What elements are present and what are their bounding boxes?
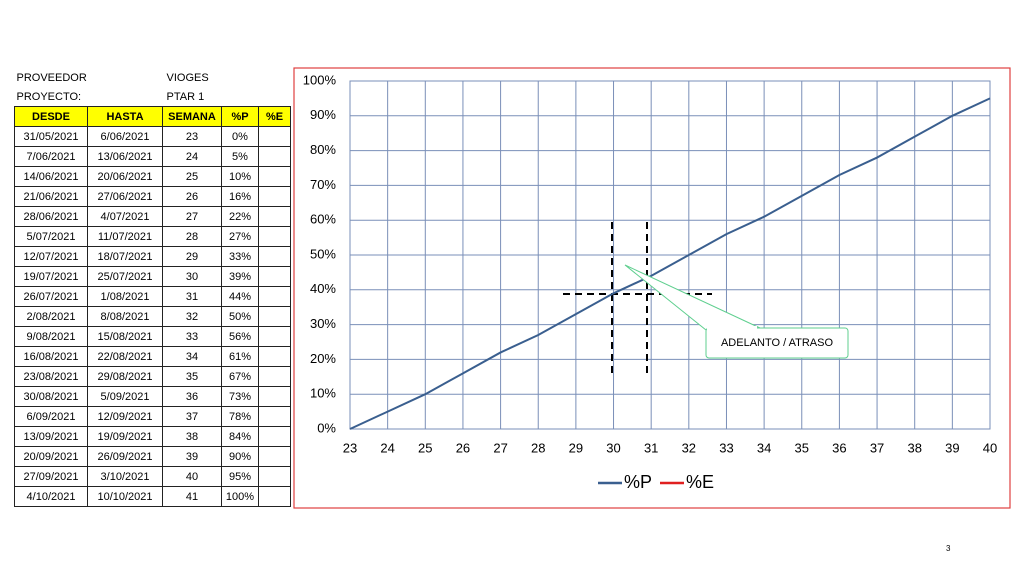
table-cell: 7/06/2021	[14, 146, 88, 167]
series-line	[349, 97, 991, 430]
table-cell: 16%	[221, 186, 259, 207]
legend-label: %P	[624, 472, 652, 492]
header-label: PROYECTO:	[16, 90, 82, 103]
header-row: PROYECTO: PTAR 1	[15, 87, 291, 107]
table-cell: 26/07/2021	[14, 286, 88, 307]
table-cell: 44%	[221, 286, 259, 307]
table-cell: 73%	[221, 386, 259, 407]
y-tick-label: 90%	[310, 107, 336, 122]
table-cell: 6/06/2021	[87, 126, 163, 147]
table-row: 6/09/2021 12/09/2021 37 78%	[14, 406, 291, 427]
table-row: 14/06/2021 20/06/2021 25 10%	[14, 166, 291, 187]
plot-frame	[349, 80, 991, 430]
y-tick-label: 0%	[317, 420, 336, 435]
table-cell: 11/07/2021	[87, 226, 163, 247]
x-tick-label: 37	[870, 440, 884, 455]
column-header: %P	[221, 106, 259, 127]
table-cell: 4/07/2021	[87, 206, 163, 227]
x-tick-label: 39	[945, 440, 959, 455]
table-cell: 26/09/2021	[87, 446, 163, 467]
header-row: PROVEEDOR VIOGES	[15, 68, 291, 87]
table-cell: 10/10/2021	[87, 486, 163, 507]
x-tick-label: 29	[569, 440, 583, 455]
table-cell: 37	[162, 406, 222, 427]
column-header: %E	[258, 106, 291, 127]
x-tick-label: 30	[606, 440, 620, 455]
x-tick-label: 23	[343, 440, 357, 455]
schedule-table: PROVEEDOR VIOGES PROYECTO: PTAR 1 DESDE HASTA…	[14, 68, 291, 507]
table-row: 4/10/2021 10/10/2021 41 100%	[14, 486, 291, 507]
y-tick-label: 80%	[310, 142, 336, 157]
table-cell: 22%	[221, 206, 259, 227]
callout-pointer	[624, 264, 761, 331]
x-tick-label: 38	[907, 440, 921, 455]
table-cell: 90%	[221, 446, 259, 467]
x-tick-label: 35	[795, 440, 809, 455]
table-cell	[258, 486, 291, 507]
y-tick-label: 70%	[310, 177, 336, 192]
x-tick-label: 27	[493, 440, 507, 455]
table-row: 21/06/2021 27/06/2021 26 16%	[14, 186, 291, 207]
callout-box	[705, 327, 849, 359]
table-cell: 4/10/2021	[14, 486, 88, 507]
x-tick-label: 26	[456, 440, 470, 455]
table-cell: 41	[162, 486, 222, 507]
x-tick-label: 40	[983, 440, 997, 455]
table-cell: 12/09/2021	[87, 406, 163, 427]
table-row: 30/08/2021 5/09/2021 36 73%	[14, 386, 291, 407]
y-tick-label: 40%	[310, 281, 336, 296]
x-tick-label: 36	[832, 440, 846, 455]
table-row: 28/06/2021 4/07/2021 27 22%	[14, 206, 291, 227]
table-cell: 19/09/2021	[87, 426, 163, 447]
column-header-row: DESDE HASTA SEMANA %P %E	[14, 106, 291, 127]
page-number: 3	[946, 544, 951, 553]
table-cell: 8/08/2021	[87, 306, 163, 327]
header-value: PTAR 1	[166, 90, 205, 103]
table-cell: 22/08/2021	[87, 346, 163, 367]
x-tick-label: 31	[644, 440, 658, 455]
table-row: 31/05/2021 6/06/2021 23 0%	[14, 126, 291, 147]
header-label: PROVEEDOR	[16, 71, 87, 84]
table-cell: 34	[162, 346, 222, 367]
table-cell: 0%	[221, 126, 259, 147]
annotation-text: ADELANTO / ATRASO	[721, 337, 834, 349]
y-tick-label: 30%	[310, 316, 336, 331]
x-tick-label: 25	[418, 440, 432, 455]
table-cell: 30/08/2021	[14, 386, 88, 407]
table-row: 2/08/2021 8/08/2021 32 50%	[14, 306, 291, 327]
table-cell: 35	[162, 366, 222, 387]
x-tick-label: 32	[682, 440, 696, 455]
chart-border	[293, 67, 1011, 509]
y-tick-label: 50%	[310, 246, 336, 261]
table-cell: 95%	[221, 466, 259, 487]
y-tick-label: 10%	[310, 386, 336, 401]
table-cell: 27	[162, 206, 222, 227]
column-header: HASTA	[87, 106, 163, 127]
column-header: DESDE	[14, 106, 88, 127]
table-cell: 23/08/2021	[14, 366, 88, 387]
table-row: 13/09/2021 19/09/2021 38 84%	[14, 426, 291, 447]
y-tick-label: 100%	[303, 72, 337, 87]
x-tick-label: 33	[719, 440, 733, 455]
x-tick-label: 24	[380, 440, 394, 455]
legend-label: %E	[686, 472, 714, 492]
y-tick-label: 60%	[310, 212, 336, 227]
x-tick-label: 34	[757, 440, 771, 455]
callout-join	[707, 326, 757, 330]
table-row: 26/07/2021 1/08/2021 31 44%	[14, 286, 291, 307]
header-value: VIOGES	[166, 71, 209, 84]
y-tick-label: 20%	[310, 351, 336, 366]
x-tick-label: 28	[531, 440, 545, 455]
table-cell: 20/06/2021	[87, 166, 163, 187]
